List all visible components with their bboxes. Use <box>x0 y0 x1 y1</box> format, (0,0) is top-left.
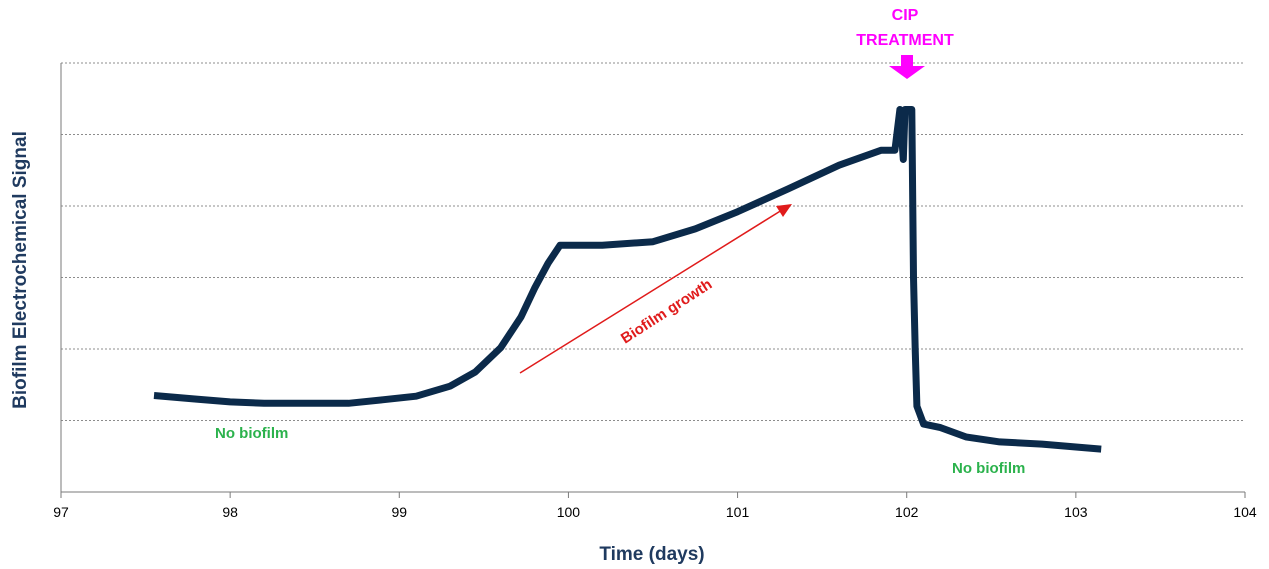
x-tick-label: 103 <box>1064 504 1088 520</box>
x-tick-label: 102 <box>895 504 919 520</box>
x-tick-label: 99 <box>391 504 407 520</box>
growth-arrow-line <box>519 209 783 374</box>
x-tick-labels: 97 98 99 100 101 102 103 104 <box>53 504 1257 520</box>
gridlines <box>61 62 1245 421</box>
annotation-no-biofilm-left: No biofilm <box>215 425 288 442</box>
signal-series-line <box>153 106 1102 453</box>
growth-arrow-head <box>776 204 792 217</box>
annotation-cip-line1: CIP <box>892 7 919 24</box>
x-tick-label: 101 <box>726 504 750 520</box>
axes <box>60 63 1246 498</box>
annotation-no-biofilm-right: No biofilm <box>952 460 1025 477</box>
x-tick-label: 104 <box>1233 504 1257 520</box>
annotation-cip-line2: TREATMENT <box>856 32 954 49</box>
series-group <box>153 106 1102 453</box>
x-axis-title: Time (days) <box>599 544 704 565</box>
cip-arrow-icon <box>889 55 925 79</box>
x-tick-label: 97 <box>53 504 69 520</box>
x-tick-label: 98 <box>222 504 238 520</box>
y-axis-title: Biofilm Electrochemical Signal <box>10 131 31 409</box>
annotation-biofilm-growth: Biofilm growth <box>618 276 715 347</box>
x-tick-label: 100 <box>557 504 581 520</box>
